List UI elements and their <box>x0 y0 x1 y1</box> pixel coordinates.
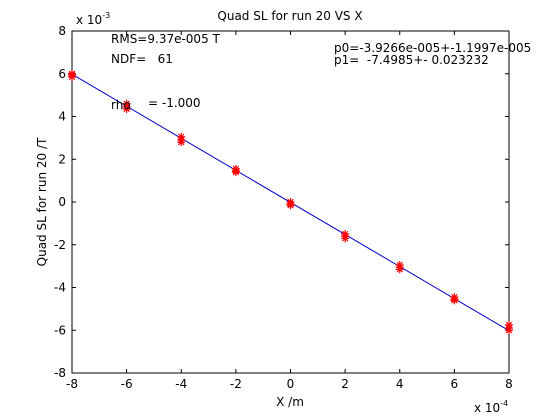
data-point <box>122 105 131 114</box>
data-point <box>231 168 240 177</box>
rms-annotation: RMS=9.37e-005 T <box>111 32 221 46</box>
y-tick-label: 4 <box>58 110 66 124</box>
data-point <box>395 265 404 274</box>
x-tick-label: 4 <box>396 377 404 391</box>
chart-title: Quad SL for run 20 VS X <box>217 9 362 23</box>
axis-ticks: -8 -6 -4 -2 0 2 4 6 8 8 6 4 2 0 -2 -4 -6 -8 <box>54 24 513 391</box>
y-tick-label: 6 <box>58 67 66 81</box>
rho-label: rho <box>111 98 131 112</box>
y-tick-label: -2 <box>54 238 66 252</box>
x-tick-label: 8 <box>505 377 513 391</box>
y-exponent-label: x 10-3 <box>76 11 110 27</box>
x-tick-label: -2 <box>230 377 242 391</box>
data-point <box>68 69 76 78</box>
y-tick-label: 8 <box>58 24 66 38</box>
x-exponent-power: -4 <box>500 399 508 408</box>
x-tick-label: 2 <box>341 377 349 391</box>
y-tick-label: -6 <box>54 323 66 337</box>
data-point <box>505 326 513 335</box>
x-tick-label: -8 <box>66 377 78 391</box>
data-point <box>450 296 459 305</box>
p0-annotation: p0=-3.9266e-005+-1.1997e-005 <box>334 41 531 55</box>
y-tick-label: -4 <box>54 281 66 295</box>
data-point <box>286 201 295 210</box>
data-point <box>341 234 350 243</box>
x-exponent-label: x 10-4 <box>474 399 508 415</box>
x-tick-label: 0 <box>287 377 295 391</box>
y-axis-label: Quad SL for run 20 /T <box>35 137 49 266</box>
y-exponent-power: -3 <box>102 11 110 20</box>
data-point <box>177 138 186 147</box>
x-tick-label: -4 <box>175 377 187 391</box>
x-axis-label: X /m <box>276 395 304 409</box>
y-tick-label: -8 <box>54 366 66 380</box>
y-tick-label: 0 <box>58 195 66 209</box>
rho-value: = -1.000 <box>148 96 201 110</box>
p1-annotation: p1= -7.4985+- 0.023232 <box>334 53 489 67</box>
data-points <box>68 69 513 335</box>
ndf-annotation: NDF= 61 <box>111 52 173 66</box>
x-tick-label: -6 <box>121 377 133 391</box>
x-tick-label: 6 <box>451 377 459 391</box>
y-tick-label: 2 <box>58 152 66 166</box>
